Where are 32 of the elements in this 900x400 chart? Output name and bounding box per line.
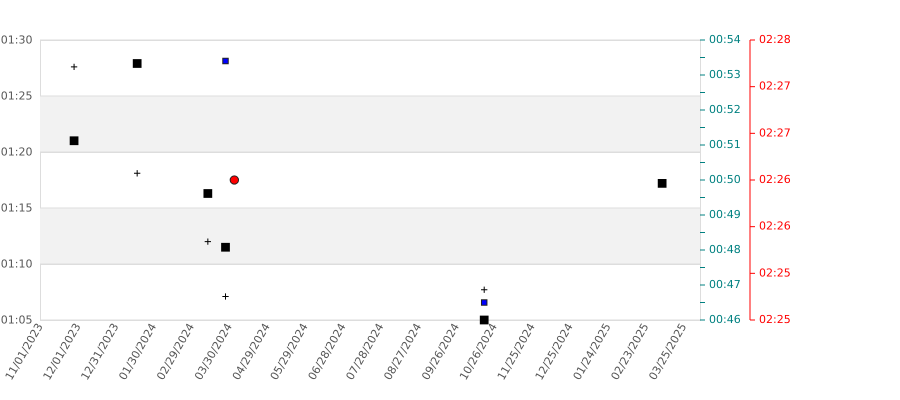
- y3-tick-label: 02:26: [759, 220, 791, 233]
- point: [222, 292, 230, 300]
- y-tick-label: 01:15: [0, 202, 32, 214]
- y2-tick-label: 00:54: [709, 33, 741, 46]
- point: [203, 189, 212, 198]
- y2-tick-label: 00:48: [709, 243, 741, 256]
- point: [134, 170, 141, 177]
- point: [658, 178, 667, 188]
- y-tick-label: 01:10: [0, 258, 32, 270]
- y2-tick-label: 00:53: [709, 68, 741, 81]
- point: [204, 238, 212, 246]
- y-tick-label: 01:25: [0, 90, 32, 102]
- y3-tick-label: 02:27: [759, 80, 791, 93]
- point: [70, 136, 78, 146]
- y3-tick-label: 02:25: [759, 266, 791, 280]
- y-tick-label: 01:20: [0, 146, 32, 158]
- y2-tick-label: 00:46: [709, 313, 741, 326]
- point: [480, 286, 488, 294]
- point: [221, 242, 230, 252]
- y3-tick-label: 02:27: [759, 126, 791, 140]
- y2-tick-label: 00:52: [709, 103, 741, 116]
- y2-tick-label: 00:49: [709, 208, 741, 221]
- y3-tick-label: 02:28: [759, 33, 791, 46]
- y2-tick-label: 00:47: [709, 278, 741, 291]
- y2-tick-label: 00:50: [709, 173, 741, 186]
- y3-tick-label: 02:25: [759, 313, 791, 326]
- y-tick-label: 01:05: [0, 314, 32, 326]
- y-tick-label: 01:30: [0, 34, 32, 46]
- y3-tick-label: 02:26: [759, 173, 791, 186]
- point: [70, 63, 78, 71]
- y2-tick-label: 00:51: [709, 138, 741, 151]
- point: [132, 59, 142, 68]
